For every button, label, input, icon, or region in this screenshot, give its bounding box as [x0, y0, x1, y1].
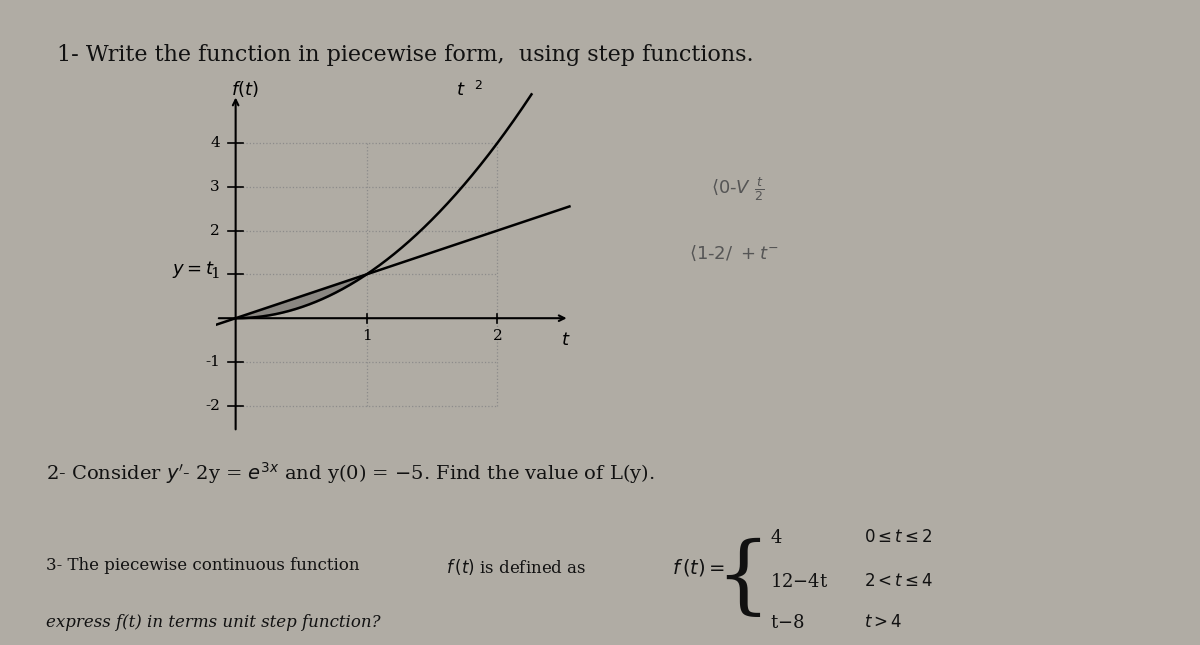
Text: express f(t) in terms unit step function?: express f(t) in terms unit step function…: [46, 613, 380, 631]
Text: $t > 4$: $t > 4$: [864, 613, 902, 631]
Text: $2$: $2$: [474, 79, 482, 92]
Text: $\langle 0\text{-}V\ \frac{t}{2}$: $\langle 0\text{-}V\ \frac{t}{2}$: [712, 175, 764, 203]
Text: 2- Consider $y'$- 2y = $e^{3x}$ and y(0) = $-$5. Find the value of L(y).: 2- Consider $y'$- 2y = $e^{3x}$ and y(0)…: [46, 461, 654, 486]
Text: $t$: $t$: [456, 81, 466, 99]
Text: $y=t$: $y=t$: [172, 259, 215, 281]
Text: $f\,(t)$ is defined as: $f\,(t)$ is defined as: [446, 557, 587, 577]
Text: 2: 2: [492, 329, 503, 343]
Text: 2: 2: [210, 224, 220, 237]
Text: $\langle 1\text{-}2/\ +t^{-}$: $\langle 1\text{-}2/\ +t^{-}$: [689, 244, 779, 263]
Text: 4: 4: [210, 136, 220, 150]
Text: t$-$8: t$-$8: [770, 613, 804, 631]
Text: -1: -1: [205, 355, 220, 369]
Text: $f\,(t) =$: $f\,(t) =$: [672, 557, 725, 578]
Text: 1: 1: [361, 329, 372, 343]
Text: 1- Write the function in piecewise form,  using step functions.: 1- Write the function in piecewise form,…: [58, 44, 754, 66]
Text: 1: 1: [210, 268, 220, 281]
Text: 4: 4: [770, 529, 781, 547]
Text: 12$-$4t: 12$-$4t: [770, 573, 828, 591]
Text: -2: -2: [205, 399, 220, 413]
Text: {: {: [715, 537, 770, 620]
Text: $f(t)$: $f(t)$: [230, 79, 259, 99]
Text: $0 \leq t \leq 2$: $0 \leq t \leq 2$: [864, 529, 932, 546]
Text: $t$: $t$: [560, 332, 570, 350]
Text: 3: 3: [210, 180, 220, 194]
Text: 3- The piecewise continuous function: 3- The piecewise continuous function: [46, 557, 359, 574]
Text: $2 < t \leq 4$: $2 < t \leq 4$: [864, 573, 934, 590]
